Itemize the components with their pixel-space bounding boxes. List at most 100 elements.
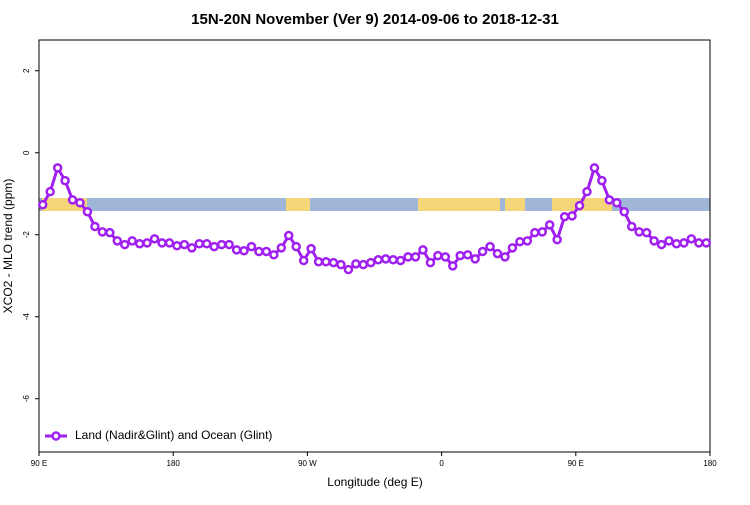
data-point [686, 234, 697, 244]
series-line [41, 164, 707, 272]
data-point [634, 227, 644, 237]
data-point [604, 195, 615, 205]
data-point [492, 248, 503, 259]
land-ocean-band [39, 198, 710, 211]
data-point [485, 241, 495, 252]
data-point [202, 238, 212, 249]
data-point [187, 243, 197, 253]
data-point [328, 257, 339, 268]
data-point [284, 230, 294, 241]
data-point [45, 186, 55, 197]
data-point [455, 250, 465, 261]
data-point [582, 186, 592, 197]
data-point [656, 239, 667, 250]
data-point [366, 257, 376, 268]
y-tick-label: 2 [22, 68, 31, 73]
data-point [351, 259, 361, 269]
y-tick-label: -6 [22, 395, 31, 403]
data-point [507, 243, 518, 253]
data-point [336, 259, 346, 270]
y-axis-label: XCO2 - MLO trend (ppm) [1, 179, 15, 314]
data-point [477, 246, 488, 257]
data-point [530, 227, 540, 238]
data-point [179, 239, 190, 250]
y-tick-label: -2 [22, 231, 31, 239]
data-point [291, 241, 301, 252]
data-point [254, 246, 264, 257]
data-point [172, 241, 182, 251]
data-point [671, 238, 682, 249]
data-point [343, 264, 354, 275]
data-point [239, 245, 249, 256]
data-point [448, 261, 458, 271]
x-tick-label: 90 W [298, 459, 317, 468]
data-point [164, 238, 175, 248]
data-point [216, 239, 227, 250]
data-point [127, 236, 137, 246]
data-point [112, 236, 123, 246]
data-point [209, 241, 219, 252]
data-point [149, 234, 160, 244]
data-point [321, 257, 331, 267]
data-point [246, 241, 257, 252]
data-point [470, 254, 480, 264]
ocean-band [39, 198, 710, 211]
land-band [418, 198, 500, 211]
data-point [157, 238, 167, 248]
x-tick-label: 180 [703, 459, 717, 468]
data-point [298, 255, 309, 266]
data-point [701, 238, 712, 248]
legend-marker [51, 431, 61, 441]
data-point [589, 163, 600, 173]
data-point [597, 175, 607, 186]
data-point [679, 238, 689, 248]
data-point [105, 227, 115, 238]
data-point [90, 221, 100, 232]
data-point [410, 252, 421, 262]
data-point [97, 227, 108, 237]
data-point [82, 207, 93, 217]
data-point [425, 257, 436, 268]
land-band [286, 198, 310, 211]
data-point [626, 221, 637, 232]
data-point [67, 195, 78, 205]
data-point [306, 243, 316, 254]
data-point [500, 252, 510, 262]
data-point [567, 211, 577, 221]
data-point [544, 220, 555, 230]
data-point [694, 238, 704, 248]
x-tick-label: 180 [167, 459, 181, 468]
y-tick-label: -4 [22, 313, 31, 321]
data-point [664, 236, 674, 246]
data-point [231, 245, 242, 255]
data-point [641, 227, 652, 238]
plot-frame [38, 39, 711, 453]
data-point [358, 259, 369, 270]
data-point [403, 252, 413, 262]
data-point [276, 243, 287, 253]
data-point [380, 254, 391, 264]
data-point [537, 227, 547, 237]
data-point [559, 211, 570, 222]
data-point [418, 245, 428, 255]
x-axis-label: Longitude (deg E) [327, 475, 422, 489]
data-point [574, 200, 585, 211]
data-point [515, 236, 525, 247]
data-point [60, 175, 70, 186]
data-point [619, 207, 630, 217]
data-point [433, 250, 443, 261]
data-point [261, 246, 272, 257]
chart-title: 15N-20N November (Ver 9) 2014-09-06 to 2… [191, 11, 559, 28]
legend-label: Land (Nadir&Glint) and Ocean (Glint) [75, 428, 272, 442]
data-point [388, 254, 398, 265]
data-point [462, 250, 473, 260]
y-tick-label: 0 [22, 150, 31, 155]
data-point [373, 254, 383, 265]
data-point [134, 238, 145, 249]
data-point [395, 255, 406, 266]
data-point [52, 163, 63, 173]
data-point [75, 198, 85, 208]
data-point [612, 198, 622, 208]
data-point [552, 234, 562, 245]
